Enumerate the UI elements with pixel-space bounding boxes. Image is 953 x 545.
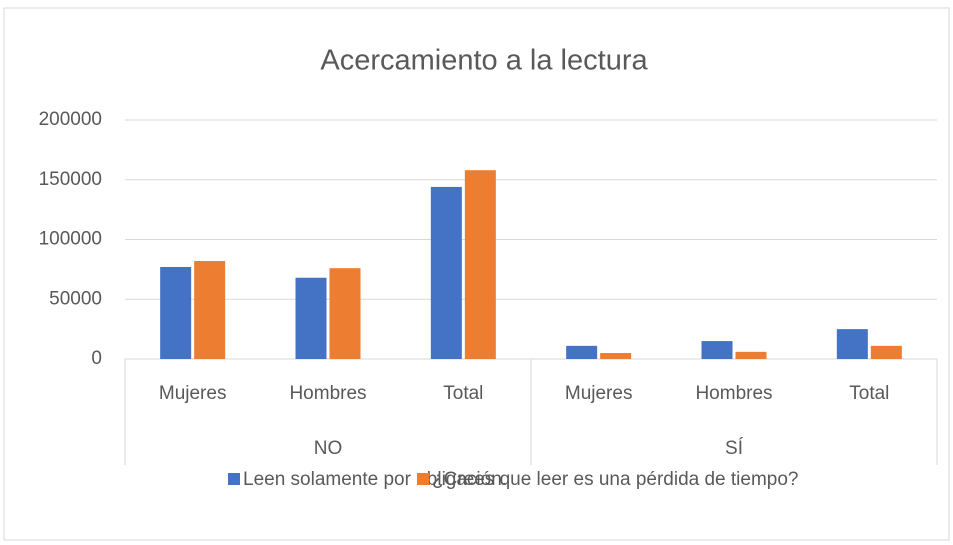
- y-tick-label: 200000: [39, 109, 102, 130]
- bar: [735, 351, 767, 359]
- x-tick-label: Mujeres: [159, 383, 227, 404]
- bar: [194, 261, 226, 359]
- legend-label: ¿Crees que leer es una pérdida de tiempo…: [432, 469, 799, 490]
- y-tick-label: 100000: [39, 229, 102, 250]
- x-tick-label: Hombres: [289, 383, 366, 404]
- bar: [566, 345, 598, 359]
- bar: [160, 266, 192, 359]
- bar: [870, 345, 902, 359]
- bar: [464, 170, 496, 359]
- x-tick-label: Total: [849, 383, 889, 404]
- legend-label: Leen solamente por obligación.: [243, 469, 507, 490]
- bar: [701, 341, 733, 359]
- x-tick-label: Hombres: [695, 383, 772, 404]
- y-tick-label: 50000: [49, 288, 102, 309]
- bar: [295, 277, 327, 359]
- x-tick-label: Total: [443, 383, 483, 404]
- legend-swatch: [228, 473, 240, 485]
- y-tick-label: 150000: [39, 169, 102, 190]
- chart-title: Acercamiento a la lectura: [320, 45, 648, 77]
- x-tick-label: Mujeres: [565, 383, 633, 404]
- legend-swatch: [417, 473, 429, 485]
- y-tick-label: 0: [91, 348, 102, 369]
- group-label: SÍ: [725, 438, 744, 459]
- group-label: NO: [314, 438, 343, 459]
- bar: [329, 268, 361, 359]
- bar: [836, 329, 868, 359]
- bar: [430, 186, 462, 359]
- bar: [600, 353, 632, 359]
